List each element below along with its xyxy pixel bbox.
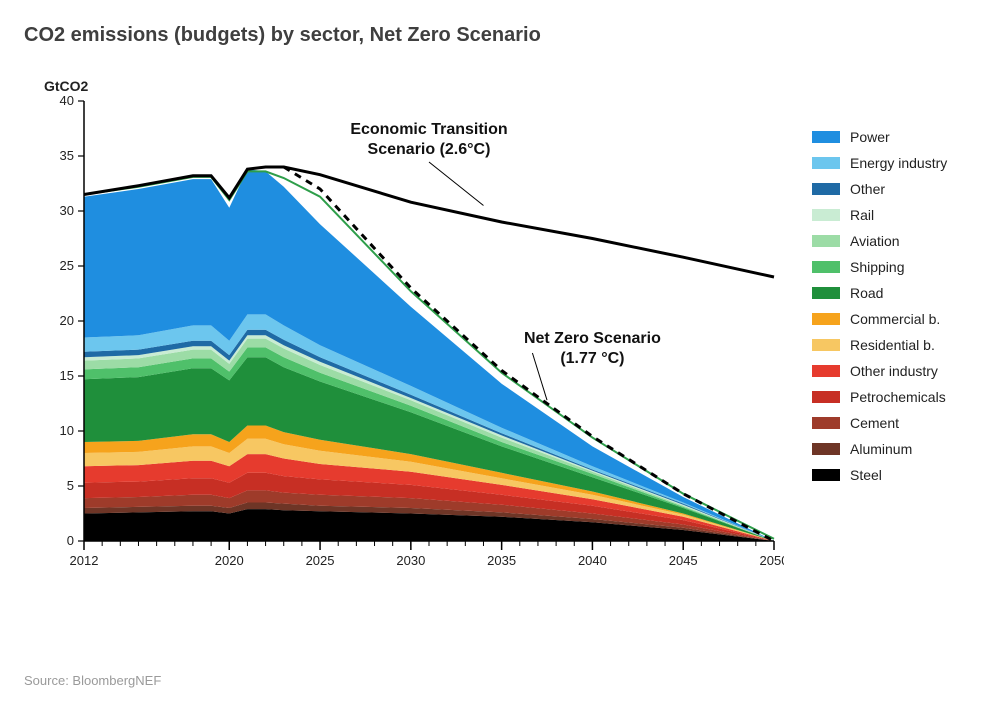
ytick-label: 10 (60, 423, 74, 438)
ets-annotation: Economic Transition (350, 121, 507, 138)
xtick-label: 2025 (306, 553, 335, 568)
legend-item-steel: Steel (812, 467, 947, 483)
legend-label: Rail (850, 207, 874, 223)
legend-item-aviation: Aviation (812, 233, 947, 249)
legend-label: Power (850, 129, 890, 145)
legend-swatch (812, 131, 840, 143)
legend-label: Petrochemicals (850, 389, 946, 405)
legend-label: Residential b. (850, 337, 935, 353)
ytick-label: 25 (60, 258, 74, 273)
legend-item-energy_industry: Energy industry (812, 155, 947, 171)
emissions-chart: 0510152025303540GtCO22012202020252030203… (24, 71, 784, 596)
legend-item-shipping: Shipping (812, 259, 947, 275)
legend-label: Cement (850, 415, 899, 431)
legend-swatch (812, 417, 840, 429)
legend-swatch (812, 261, 840, 273)
legend-label: Other industry (850, 363, 938, 379)
ytick-label: 15 (60, 368, 74, 383)
ytick-label: 35 (60, 148, 74, 163)
y-axis-title: GtCO2 (44, 78, 89, 94)
xtick-label: 2012 (70, 553, 99, 568)
legend-label: Energy industry (850, 155, 947, 171)
xtick-label: 2045 (669, 553, 698, 568)
legend-label: Commercial b. (850, 311, 940, 327)
xtick-label: 2040 (578, 553, 607, 568)
legend-swatch (812, 183, 840, 195)
xtick-label: 2030 (396, 553, 425, 568)
page-title: CO2 emissions (budgets) by sector, Net Z… (24, 24, 970, 47)
legend-item-rail: Rail (812, 207, 947, 223)
legend-swatch (812, 365, 840, 377)
legend-item-other_industry: Other industry (812, 363, 947, 379)
legend-swatch (812, 313, 840, 325)
svg-text:Scenario (2.6°C): Scenario (2.6°C) (368, 141, 491, 158)
ytick-label: 0 (67, 533, 74, 548)
legend-item-other: Other (812, 181, 947, 197)
legend-item-petrochemicals: Petrochemicals (812, 389, 947, 405)
legend-swatch (812, 157, 840, 169)
legend-label: Aviation (850, 233, 900, 249)
chart-svg: 0510152025303540GtCO22012202020252030203… (24, 71, 784, 591)
xtick-label: 2020 (215, 553, 244, 568)
legend-label: Road (850, 285, 883, 301)
chart-legend: Power Energy industry Other Rail Aviation Shi… (812, 129, 947, 493)
ets-leader (429, 162, 483, 206)
svg-text:(1.77 °C): (1.77 °C) (560, 350, 624, 367)
legend-swatch (812, 287, 840, 299)
ytick-label: 40 (60, 93, 74, 108)
legend-item-road: Road (812, 285, 947, 301)
ytick-label: 20 (60, 313, 74, 328)
ytick-label: 5 (67, 478, 74, 493)
legend-item-aluminum: Aluminum (812, 441, 947, 457)
xtick-label: 2035 (487, 553, 516, 568)
source-credit: Source: BloombergNEF (24, 673, 161, 688)
xtick-label: 2050 (760, 553, 784, 568)
ytick-label: 30 (60, 203, 74, 218)
legend-item-residential_b: Residential b. (812, 337, 947, 353)
legend-item-cement: Cement (812, 415, 947, 431)
legend-swatch (812, 469, 840, 481)
legend-swatch (812, 209, 840, 221)
legend-swatch (812, 339, 840, 351)
legend-label: Aluminum (850, 441, 912, 457)
legend-label: Steel (850, 467, 882, 483)
legend-swatch (812, 443, 840, 455)
legend-swatch (812, 391, 840, 403)
legend-item-power: Power (812, 129, 947, 145)
nz-annotation: Net Zero Scenario (524, 330, 661, 347)
legend-label: Shipping (850, 259, 905, 275)
legend-swatch (812, 235, 840, 247)
legend-label: Other (850, 181, 885, 197)
legend-item-commercial_b: Commercial b. (812, 311, 947, 327)
